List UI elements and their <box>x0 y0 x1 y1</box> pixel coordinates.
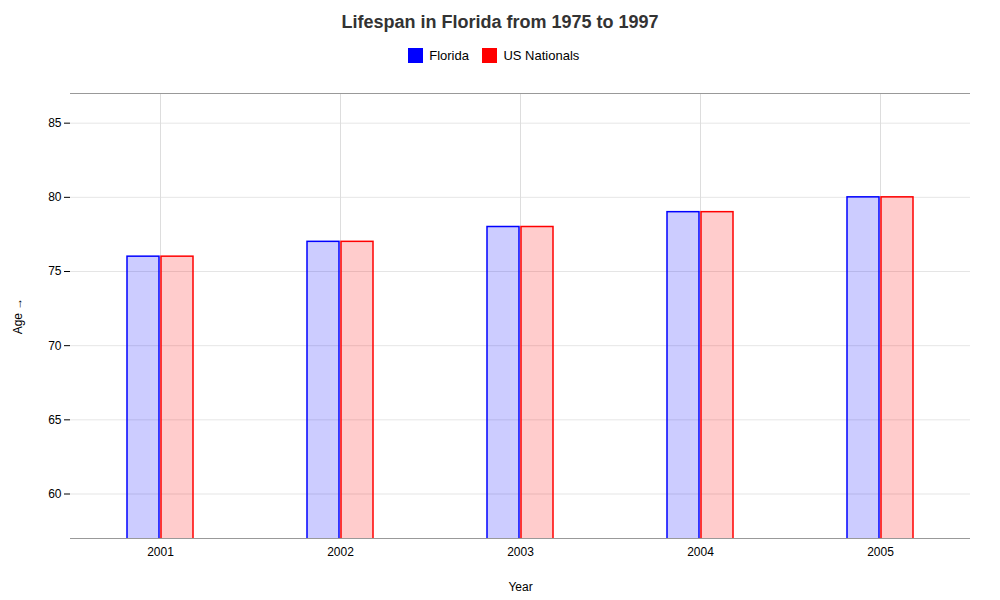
svg-text:60: 60 <box>48 486 62 500</box>
svg-text:85: 85 <box>48 116 62 130</box>
svg-text:80: 80 <box>48 190 62 204</box>
svg-text:2003: 2003 <box>507 545 534 559</box>
svg-text:Age →: Age → <box>11 297 25 334</box>
svg-text:2001: 2001 <box>147 545 174 559</box>
svg-text:70: 70 <box>48 338 62 352</box>
html-text:Lifespan in Florida from 1975: Lifespan in Florida from 1975 to 1997 <box>341 12 659 32</box>
svg-text:65: 65 <box>48 412 62 426</box>
html-text:US Nationals: US Nationals <box>503 48 580 63</box>
svg-text:2002: 2002 <box>327 545 354 559</box>
svg-text:2005: 2005 <box>867 545 894 559</box>
html-text:Florida: Florida <box>429 48 469 63</box>
svg-text:75: 75 <box>48 264 62 278</box>
svg-text:2004: 2004 <box>687 545 714 559</box>
svg-text:Year: Year <box>508 579 532 593</box>
